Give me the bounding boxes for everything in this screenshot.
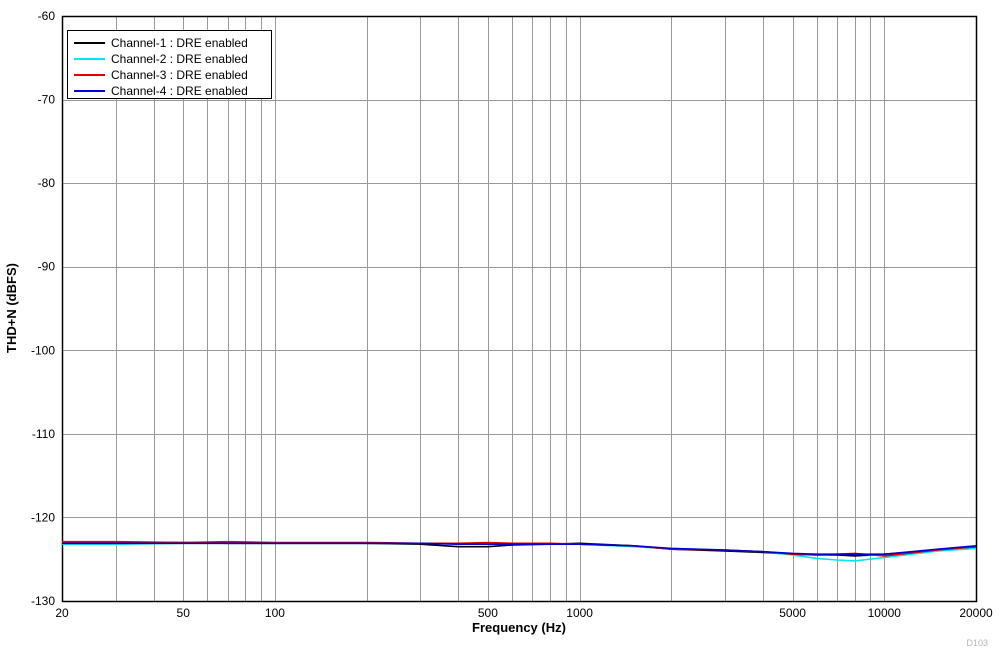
x-tick-label: 10000 xyxy=(868,606,902,620)
y-tick-label: -70 xyxy=(38,93,56,107)
plot-border xyxy=(61,15,978,603)
figure-id: D103 xyxy=(966,638,988,648)
y-tick-label: -100 xyxy=(31,343,55,357)
x-tick-label: 1000 xyxy=(566,606,593,620)
legend-label-channel-1: Channel-1 : DRE enabled xyxy=(111,36,248,50)
x-tick-label: 500 xyxy=(478,606,498,620)
legend-label-channel-3: Channel-3 : DRE enabled xyxy=(111,68,248,82)
legend-box xyxy=(67,30,272,99)
series-line-channel-2 xyxy=(62,542,977,562)
series-line-channel-4 xyxy=(62,542,977,556)
y-tick-label: -80 xyxy=(38,176,56,190)
legend-label-channel-2: Channel-2 : DRE enabled xyxy=(111,52,248,66)
y-tick-label: -90 xyxy=(38,260,56,274)
y-tick-label: -130 xyxy=(31,594,55,608)
y-axis-title: THD+N (dBFS) xyxy=(4,263,19,353)
x-tick-label: 20 xyxy=(55,606,69,620)
y-tick-label: -110 xyxy=(32,427,55,441)
y-tick-label: -60 xyxy=(38,9,56,23)
legend: Channel-1 : DRE enabled Channel-2 : DRE e… xyxy=(67,30,272,99)
x-tick-label: 5000 xyxy=(779,606,806,620)
y-tick-labels: -60 -70 -80 -90 -100 -110 -120 -130 xyxy=(31,9,55,608)
x-tick-label: 100 xyxy=(265,606,285,620)
gridlines xyxy=(62,16,977,602)
x-tick-labels: 20 50 100 500 1000 5000 10000 20000 xyxy=(55,606,993,620)
x-tick-label: 20000 xyxy=(959,606,993,620)
x-tick-label: 50 xyxy=(177,606,191,620)
legend-label-channel-4: Channel-4 : DRE enabled xyxy=(111,84,248,98)
y-tick-label: -120 xyxy=(31,510,55,524)
x-axis-title: Frequency (Hz) xyxy=(472,620,566,635)
